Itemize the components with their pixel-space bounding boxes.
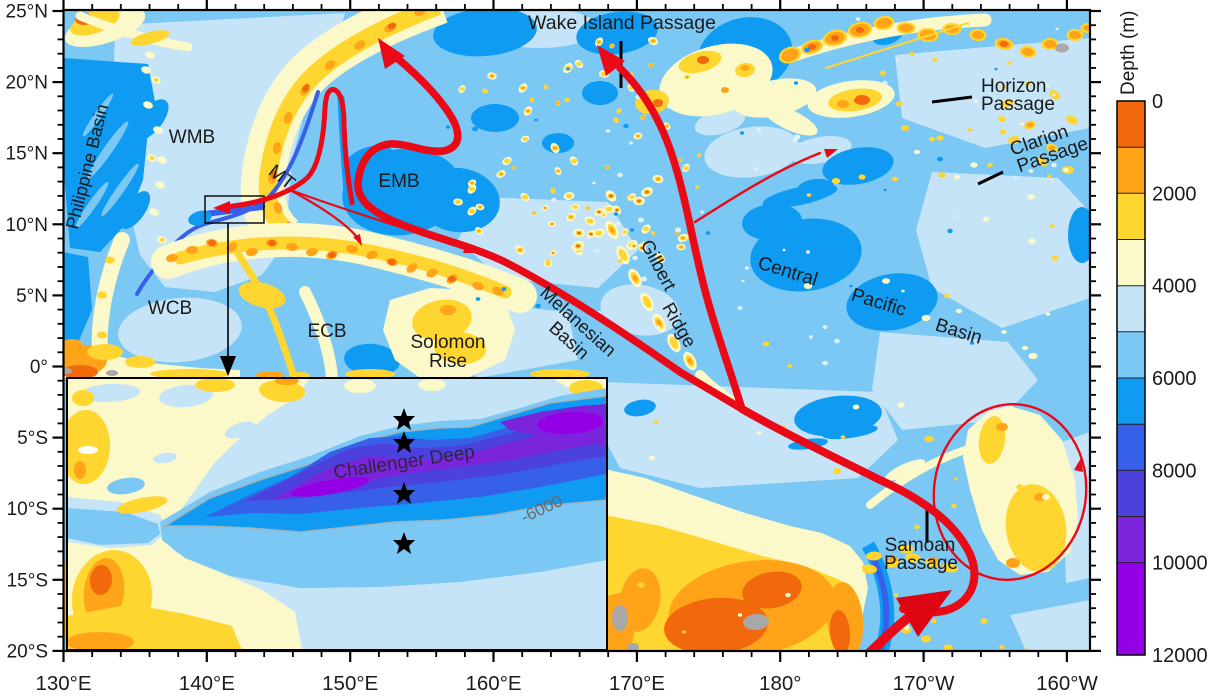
svg-text:10000: 10000: [1152, 553, 1208, 575]
svg-text:0°: 0°: [30, 357, 48, 378]
svg-text:4000: 4000: [1152, 276, 1197, 298]
svg-text:Solomon: Solomon: [411, 332, 486, 353]
svg-text:Depth (m): Depth (m): [1118, 11, 1139, 95]
svg-text:20°S: 20°S: [7, 641, 48, 662]
svg-text:Wake Island Passage: Wake Island Passage: [528, 12, 716, 34]
svg-text:140°E: 140°E: [179, 672, 235, 695]
svg-text:Samoan: Samoan: [885, 535, 956, 556]
svg-text:15°N: 15°N: [6, 144, 48, 165]
svg-text:WMB: WMB: [169, 127, 215, 148]
svg-text:EMB: EMB: [378, 171, 419, 192]
svg-text:170°W: 170°W: [893, 672, 955, 695]
svg-text:Passage: Passage: [981, 94, 1055, 115]
svg-text:20°N: 20°N: [6, 73, 48, 94]
svg-text:130°E: 130°E: [35, 672, 91, 695]
svg-text:2000: 2000: [1152, 183, 1197, 205]
svg-text:0: 0: [1152, 91, 1163, 113]
svg-text:8000: 8000: [1152, 460, 1197, 482]
svg-text:Horizon: Horizon: [981, 76, 1046, 97]
svg-text:Rise: Rise: [429, 351, 467, 372]
svg-text:160°W: 160°W: [1036, 672, 1098, 695]
svg-text:6000: 6000: [1152, 368, 1197, 390]
svg-text:12000: 12000: [1152, 645, 1208, 667]
svg-text:150°E: 150°E: [322, 672, 378, 695]
svg-text:WCB: WCB: [148, 298, 192, 319]
svg-text:15°S: 15°S: [7, 570, 48, 591]
svg-text:25°N: 25°N: [6, 2, 48, 23]
svg-text:170°E: 170°E: [609, 672, 665, 695]
svg-text:5°N: 5°N: [16, 286, 48, 307]
svg-text:180°: 180°: [759, 672, 801, 695]
svg-text:5°S: 5°S: [17, 428, 48, 449]
svg-text:Passage: Passage: [884, 553, 958, 574]
svg-text:10°N: 10°N: [6, 215, 48, 236]
svg-text:160°E: 160°E: [466, 672, 522, 695]
svg-text:ECB: ECB: [307, 321, 346, 342]
svg-text:10°S: 10°S: [7, 499, 48, 520]
